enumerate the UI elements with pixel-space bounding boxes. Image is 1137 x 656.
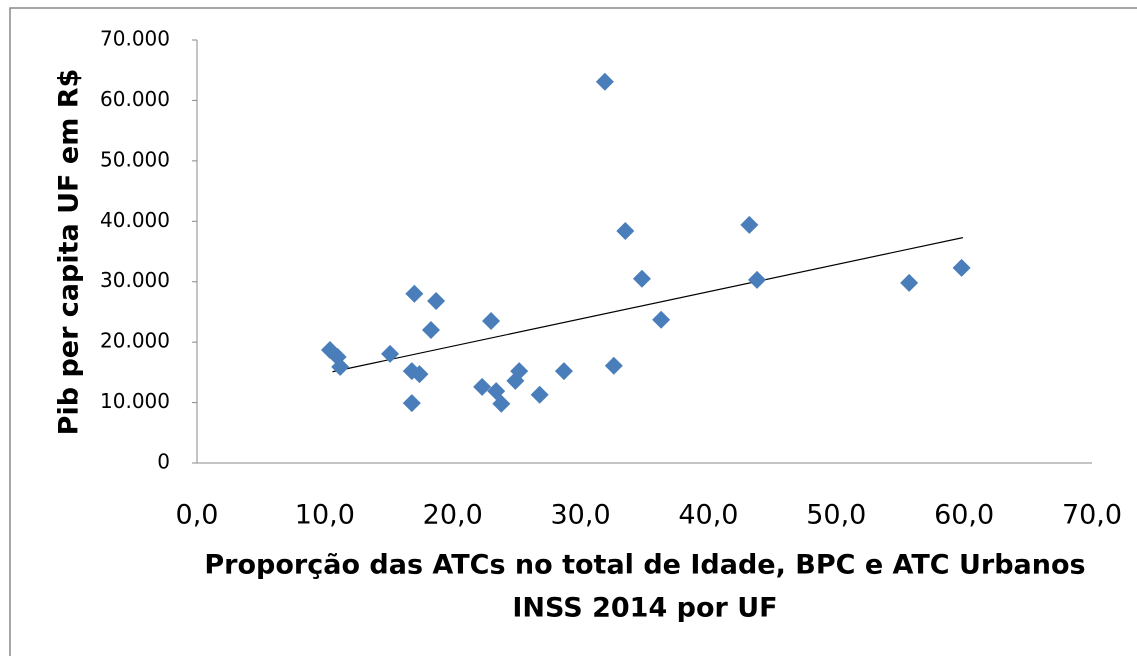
data-point [427, 292, 446, 311]
data-point [482, 311, 501, 330]
x-tick-label: 40,0 [678, 500, 738, 531]
data-point [595, 72, 614, 91]
data-point [740, 215, 759, 234]
y-tick-label: 50.000 [100, 147, 170, 171]
data-point [616, 221, 635, 240]
y-tick-label: 60.000 [100, 87, 170, 111]
data-point [952, 258, 971, 277]
y-tick-label: 70.000 [100, 27, 170, 51]
data-point [604, 356, 623, 375]
x-axis-label: INSS 2014 por UF [512, 593, 777, 624]
data-point [421, 321, 440, 340]
data-point [405, 284, 424, 303]
data-point [652, 310, 671, 329]
x-tick-label: 70,0 [1062, 500, 1122, 531]
trendline [332, 237, 963, 373]
data-point [554, 362, 573, 381]
x-tick-label: 60,0 [934, 500, 994, 531]
data-point [473, 377, 492, 396]
data-point [331, 357, 350, 376]
y-tick-label: 30.000 [100, 268, 170, 292]
x-tick-label: 20,0 [423, 500, 483, 531]
data-point [900, 273, 919, 292]
y-axis-label: Pib per capita UF em R$ [54, 69, 85, 436]
y-tick-label: 40.000 [100, 208, 170, 232]
y-tick-label: 10.000 [100, 389, 170, 413]
x-tick-label: 30,0 [551, 500, 611, 531]
x-tick-label: 0,0 [176, 500, 219, 531]
data-point [410, 365, 429, 384]
x-axis-label: Proporção das ATCs no total de Idade, BP… [204, 550, 1085, 581]
data-point [748, 270, 767, 289]
data-point [492, 394, 511, 413]
data-point [530, 385, 549, 404]
chart-frame [9, 7, 1137, 656]
data-point [632, 269, 651, 288]
data-point [510, 362, 529, 381]
x-tick-label: 10,0 [295, 500, 355, 531]
data-point [381, 344, 400, 363]
y-tick-label: 0 [157, 450, 170, 474]
data-point [402, 394, 421, 413]
y-tick-label: 20.000 [100, 329, 170, 353]
x-tick-label: 50,0 [806, 500, 866, 531]
